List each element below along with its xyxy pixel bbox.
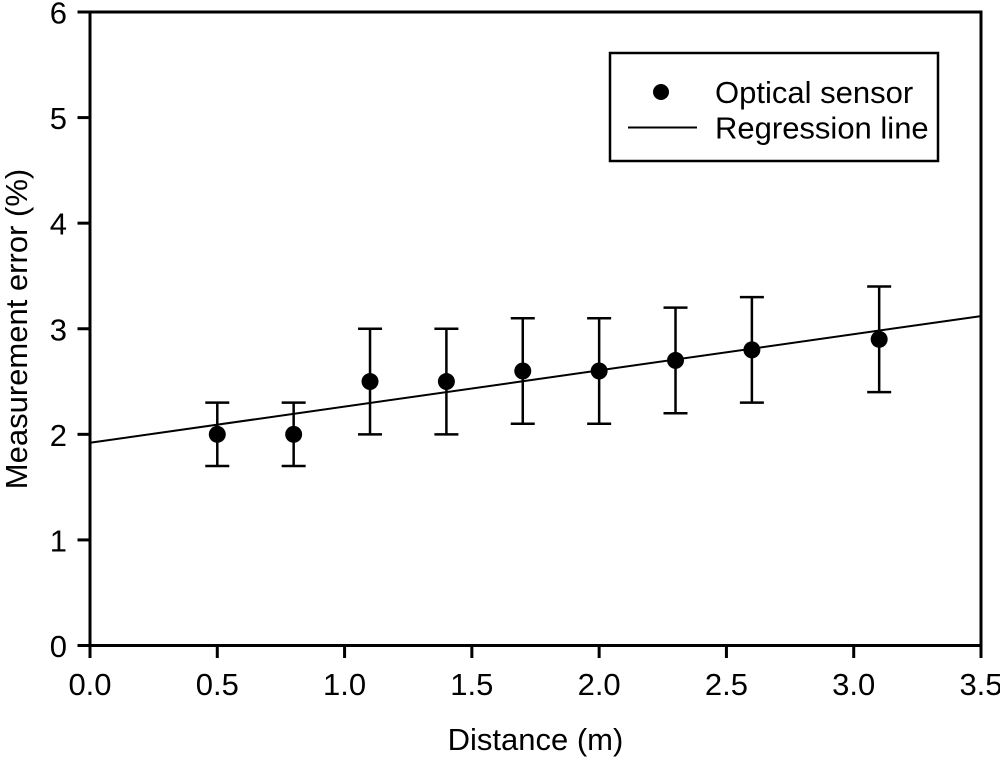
data-point xyxy=(667,351,685,369)
y-axis-ticks: 0 1 2 3 4 5 6 xyxy=(50,0,89,664)
x-axis-ticks: 0.0 0.5 1.0 1.5 2.0 2.5 3.0 3.5 xyxy=(68,647,1000,702)
regression-line-group xyxy=(89,315,982,444)
y-tick-label: 6 xyxy=(50,0,67,31)
data-point-group xyxy=(434,327,459,436)
y-tick-label: 2 xyxy=(50,418,67,453)
y-tick-label: 1 xyxy=(50,523,67,558)
data-point-group xyxy=(587,316,612,426)
y-tick-label: 0 xyxy=(50,629,67,664)
x-tick-label: 3.5 xyxy=(959,667,1000,702)
legend-label-optical-sensor: Optical sensor xyxy=(715,75,913,110)
data-point-group xyxy=(281,401,306,468)
regression-line xyxy=(89,315,982,444)
data-point xyxy=(743,341,761,359)
legend-label-regression-line: Regression line xyxy=(715,111,929,146)
legend: Optical sensor Regression line xyxy=(608,51,940,163)
data-point xyxy=(437,373,455,391)
legend-box xyxy=(608,51,940,163)
data-point xyxy=(361,373,379,391)
y-tick-label: 4 xyxy=(50,207,67,242)
data-point xyxy=(870,330,888,348)
data-point-group xyxy=(510,316,535,426)
data-point xyxy=(208,425,226,443)
x-tick-label: 1.0 xyxy=(323,667,366,702)
x-tick-label: 3.0 xyxy=(832,667,875,702)
data-point-group xyxy=(663,306,688,415)
scatter-series-group xyxy=(205,285,892,468)
data-point-group xyxy=(205,401,230,468)
x-tick-label: 1.5 xyxy=(450,667,493,702)
y-tick-label: 5 xyxy=(50,101,67,136)
data-point xyxy=(285,425,303,443)
data-point-group xyxy=(867,285,892,394)
data-point-group xyxy=(358,327,383,436)
data-point xyxy=(514,362,532,380)
y-tick-label: 3 xyxy=(50,312,67,347)
plot-frame xyxy=(88,10,983,647)
legend-marker-optical-sensor xyxy=(653,84,669,100)
x-tick-label: 2.5 xyxy=(705,667,748,702)
x-axis-label: Distance (m) xyxy=(448,722,624,757)
x-tick-label: 0.5 xyxy=(196,667,239,702)
x-tick-label: 0.0 xyxy=(68,667,111,702)
y-axis-label: Measurement error (%) xyxy=(0,169,34,489)
data-point-group xyxy=(739,295,764,404)
x-tick-label: 2.0 xyxy=(578,667,621,702)
data-point xyxy=(590,362,608,380)
